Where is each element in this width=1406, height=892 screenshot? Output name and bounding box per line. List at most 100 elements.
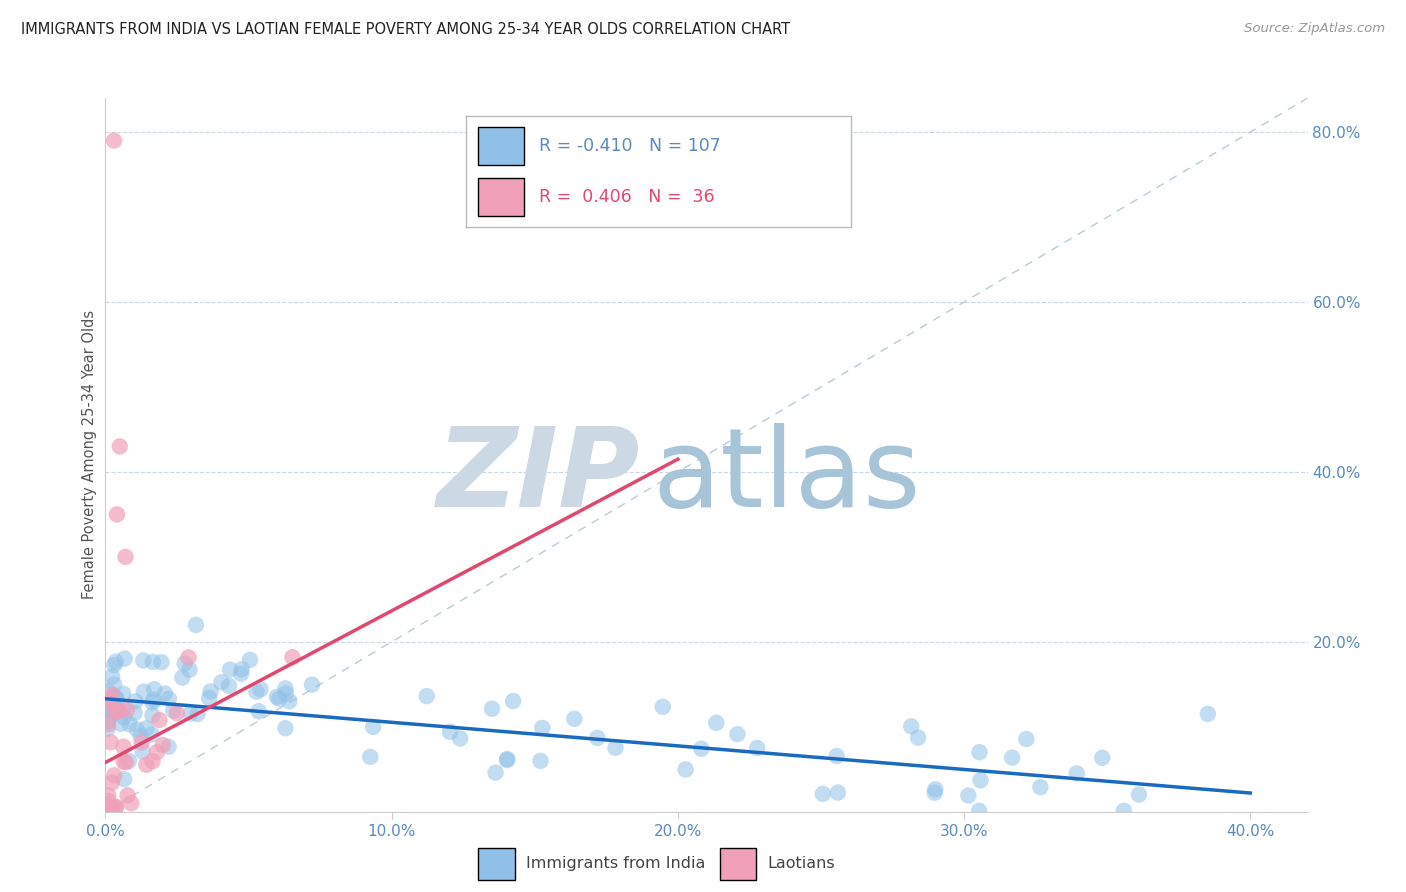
Point (186, 706, 208, 721)
Point (745, 741, 768, 756)
Point (124, 694, 146, 708)
Text: ZIP: ZIP (437, 423, 640, 530)
Point (359, 750, 381, 764)
Point (125, 723, 148, 737)
Point (150, 655, 173, 669)
Point (172, 671, 194, 685)
Point (103, 768, 125, 782)
Point (114, 549, 136, 564)
Point (484, 765, 506, 780)
Point (97, 794, 120, 808)
Point (924, 786, 946, 800)
Point (115, 756, 138, 770)
Point (120, 796, 142, 810)
Point (104, 690, 127, 705)
Point (900, 719, 922, 733)
Point (173, 657, 195, 671)
Point (141, 695, 163, 709)
Point (105, 508, 128, 522)
Point (104, 706, 127, 720)
Point (562, 712, 585, 726)
Point (245, 685, 267, 699)
FancyBboxPatch shape (720, 848, 756, 880)
Point (112, 755, 135, 769)
Point (177, 650, 200, 665)
Point (97, 722, 120, 736)
Point (907, 731, 929, 745)
Point (97, 800, 120, 814)
Point (184, 618, 207, 632)
Text: R = -0.410   N = 107: R = -0.410 N = 107 (538, 136, 721, 155)
Point (115, 703, 138, 717)
Point (135, 721, 157, 735)
Point (152, 738, 174, 752)
Point (131, 745, 153, 759)
Point (100, 705, 122, 719)
Point (107, 704, 129, 718)
Point (229, 666, 252, 681)
Point (98, 694, 121, 708)
Point (449, 731, 471, 746)
Point (132, 684, 155, 698)
Point (97, 712, 120, 726)
Point (219, 663, 242, 677)
Point (1197, 706, 1219, 721)
Point (103, 658, 125, 673)
Point (811, 787, 834, 801)
Point (143, 682, 166, 697)
Point (969, 773, 991, 788)
Point (690, 741, 713, 756)
Point (97, 684, 120, 698)
Point (827, 786, 849, 800)
Point (108, 439, 131, 453)
Text: Laotians: Laotians (768, 855, 835, 871)
Point (117, 789, 139, 803)
Point (103, 677, 125, 691)
Point (651, 699, 673, 714)
Point (124, 706, 146, 720)
Point (157, 691, 180, 706)
FancyBboxPatch shape (478, 127, 524, 165)
Point (269, 691, 291, 706)
Point (529, 754, 551, 768)
Point (605, 740, 627, 755)
Point (104, 701, 127, 715)
Point (103, 800, 125, 814)
Point (361, 720, 384, 734)
Point (1112, 804, 1135, 818)
Point (112, 710, 135, 724)
Point (266, 690, 288, 704)
Point (141, 754, 163, 768)
Point (496, 753, 519, 767)
Point (502, 694, 524, 708)
Point (281, 650, 304, 665)
Point (231, 662, 253, 676)
Point (675, 763, 697, 777)
Point (118, 754, 141, 768)
Point (100, 800, 122, 814)
Point (179, 663, 201, 677)
Point (104, 800, 127, 814)
Point (101, 669, 124, 683)
Point (157, 739, 180, 754)
Point (274, 687, 297, 701)
Y-axis label: Female Poverty Among 25-34 Year Olds: Female Poverty Among 25-34 Year Olds (82, 310, 97, 599)
Point (141, 708, 163, 723)
Point (239, 653, 262, 667)
Point (112, 739, 135, 754)
Point (142, 692, 165, 706)
Point (969, 745, 991, 759)
Point (112, 687, 135, 701)
Point (103, 698, 125, 712)
Text: Source: ZipAtlas.com: Source: ZipAtlas.com (1244, 22, 1385, 36)
Point (278, 694, 301, 708)
Point (198, 690, 221, 705)
Point (101, 688, 124, 702)
Point (97, 789, 120, 803)
Point (1066, 766, 1088, 780)
Text: Immigrants from India: Immigrants from India (526, 855, 706, 871)
Point (481, 701, 503, 715)
Point (924, 782, 946, 797)
Point (112, 772, 135, 787)
Point (129, 729, 152, 743)
